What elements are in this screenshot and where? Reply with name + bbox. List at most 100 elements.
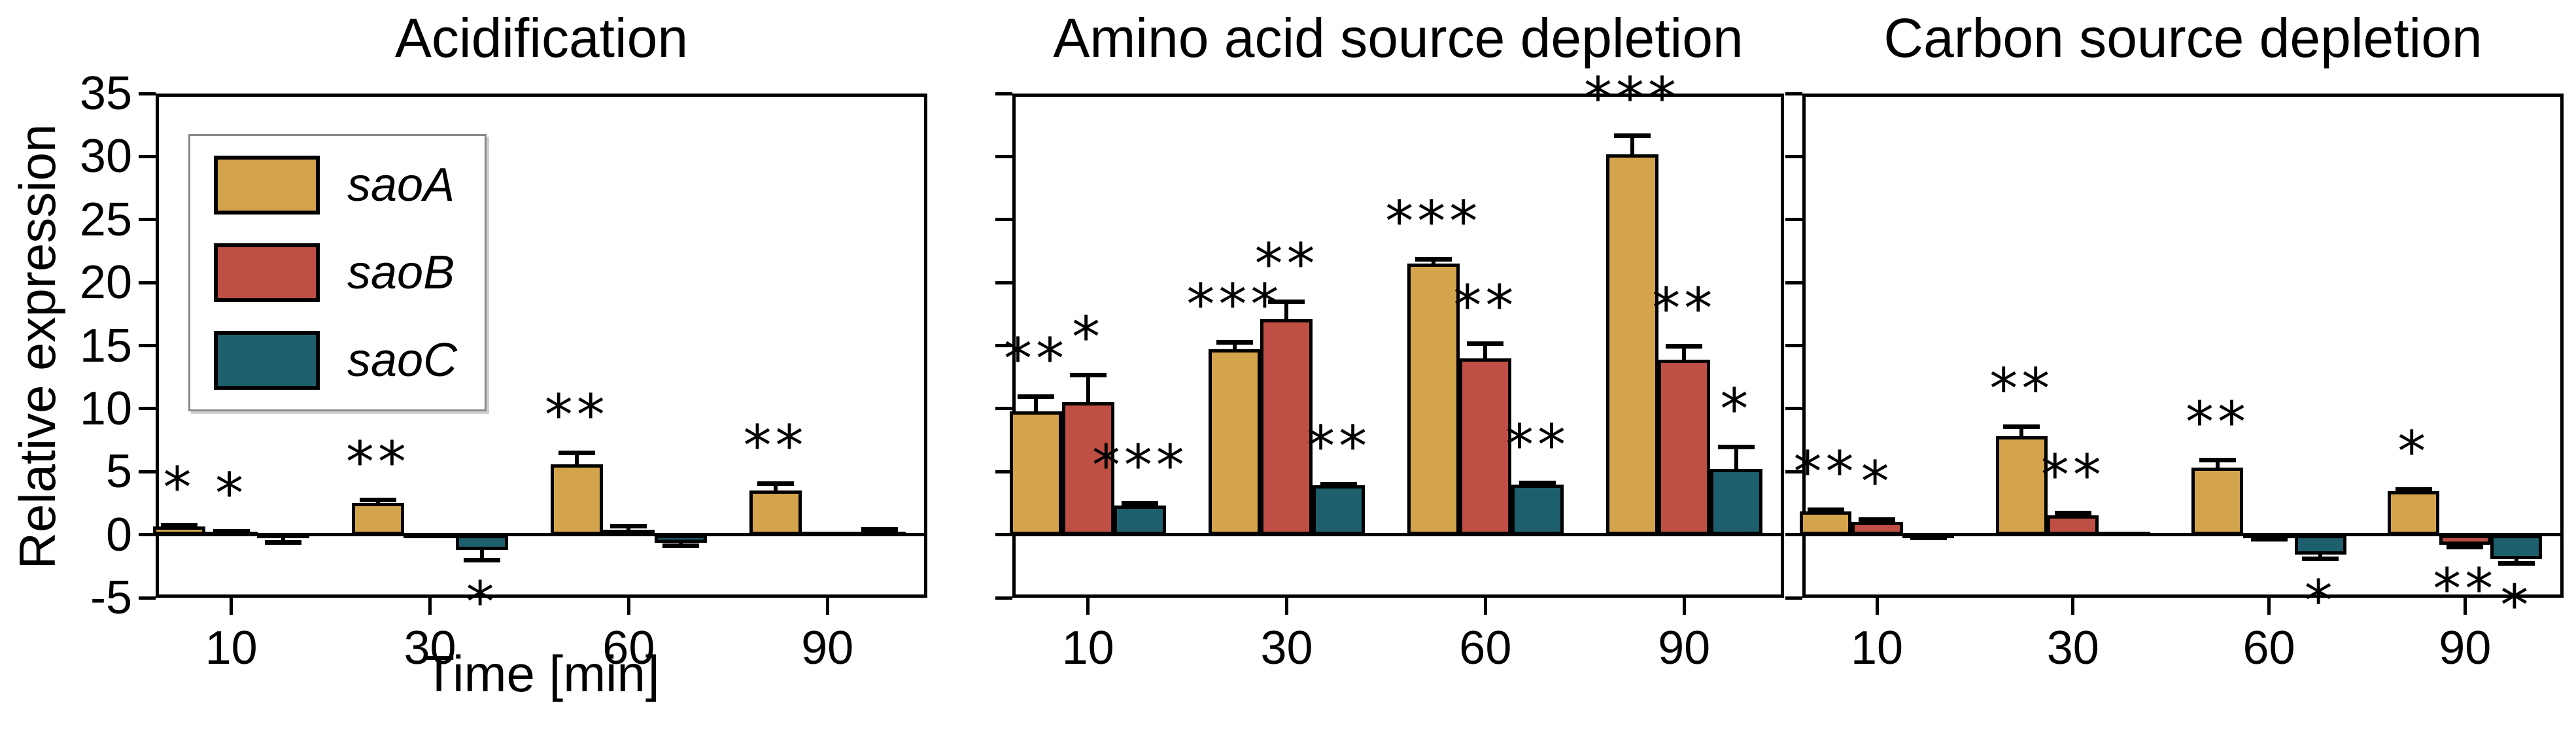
y-tick-label: 30: [79, 130, 132, 183]
y-tick: [995, 596, 1012, 600]
bar-saoA-10: [1009, 411, 1062, 535]
significance-saoB-30: **: [1254, 232, 1319, 298]
y-tick: [139, 154, 156, 158]
errorbar-saoA-30: [1232, 341, 1237, 350]
x-tick: [2071, 598, 2075, 615]
legend-swatch-saoB: [214, 243, 320, 302]
y-tick: [995, 470, 1012, 473]
panel-title-amino-acid-source-depletion: Amino acid source depletion: [1053, 7, 1743, 69]
bar-saoA-90: [1606, 154, 1658, 535]
errorbar-cap-saoC-60: [1519, 480, 1556, 485]
bar-saoB-10: [1061, 402, 1114, 535]
legend-label: saoB: [347, 247, 455, 299]
legend-swatch-saoC: [214, 331, 320, 390]
errorbar-cap-saoA-30: [2003, 424, 2040, 429]
significance-saoA-90: **: [743, 413, 808, 479]
errorbar-cap-saoC-10: [265, 540, 302, 545]
bar-saoB-60: [602, 529, 655, 535]
significance-saoA-10: **: [1793, 439, 1858, 506]
errorbar-cap-saoB-10: [213, 529, 250, 534]
errorbar-cap-saoB-60: [2250, 537, 2288, 542]
x-tick-label: 90: [801, 622, 854, 674]
errorbar-saoA-30: [2019, 426, 2024, 437]
y-tick: [995, 344, 1012, 347]
x-tick-label: 60: [2242, 622, 2295, 674]
errorbar-cap-saoB-30: [1268, 300, 1305, 305]
errorbar-cap-saoA-90: [757, 481, 794, 486]
significance-saoC-60: **: [1505, 412, 1570, 478]
y-tick-label: 15: [79, 319, 132, 372]
bar-saoA-30: [1995, 436, 2048, 535]
y-tick: [995, 92, 1012, 95]
bar-saoA-90: [2388, 491, 2440, 535]
errorbar-cap-saoA-10: [1017, 394, 1054, 399]
errorbar-cap-saoC-30: [464, 558, 501, 563]
significance-saoA-30: **: [1989, 356, 2054, 422]
bar-saoC-60: [2294, 534, 2346, 555]
bar-saoA-90: [749, 490, 802, 535]
errorbar-saoB-90: [1682, 345, 1687, 360]
y-tick: [1785, 533, 1802, 537]
legend: saoA saoB saoC: [188, 134, 487, 411]
bar-saoB-30: [404, 534, 456, 538]
x-tick: [2463, 598, 2467, 615]
significance-saoA-10: *: [163, 455, 196, 521]
significance-saoB-10: *: [1861, 449, 1893, 515]
significance-saoC-10: ***: [1091, 433, 1188, 499]
x-tick-label: 90: [2439, 622, 2492, 674]
bar-saoA-30: [351, 503, 404, 535]
x-tick: [627, 598, 630, 615]
x-tick-label: 30: [2046, 622, 2099, 674]
legend-item-saoA: saoA: [214, 156, 457, 215]
y-tick-label: 20: [79, 256, 132, 309]
bar-saoC-90: [1709, 469, 1762, 535]
significance-saoC-60: *: [2304, 568, 2337, 634]
x-tick: [825, 598, 829, 615]
bar-saoC-90: [2490, 534, 2543, 560]
legend-swatch-saoA: [214, 156, 320, 215]
x-tick: [1086, 598, 1090, 615]
x-tick-label: 60: [1459, 622, 1512, 674]
bar-saoB-90: [2439, 534, 2491, 545]
significance-saoB-10: *: [215, 461, 248, 527]
errorbar-cap-saoC-10: [1910, 536, 1947, 541]
significance-saoA-60: **: [2185, 389, 2250, 455]
errorbar-cap-saoB-60: [1467, 341, 1504, 346]
zero-line-amino-acid-source-depletion: [1012, 533, 1784, 537]
significance-saoC-90: *: [1720, 376, 1753, 442]
bar-saoC-30: [1313, 485, 1365, 535]
x-tick: [230, 598, 233, 615]
errorbar-cap-saoA-30: [359, 497, 396, 502]
plot-frame-carbon-source-depletion: [1802, 94, 2564, 598]
errorbar-cap-saoA-10: [1807, 507, 1844, 513]
bar-saoB-30: [1260, 319, 1313, 535]
significance-saoA-90: *: [2397, 419, 2430, 485]
significance-saoC-90: *: [2500, 572, 2533, 638]
significance-saoA-60: **: [544, 383, 609, 449]
bar-saoB-10: [1851, 522, 1903, 535]
bar-saoB-60: [1459, 358, 1512, 535]
significance-saoB-30: **: [2040, 442, 2105, 508]
significance-saoA-30: **: [345, 429, 410, 495]
bar-saoB-60: [2243, 534, 2295, 538]
errorbar-cap-saoB-30: [2054, 510, 2091, 515]
y-tick: [139, 407, 156, 411]
bar-saoB-30: [2047, 515, 2099, 535]
significance-saoB-90: **: [1652, 275, 1717, 341]
panel-title-acidification: Acidification: [394, 7, 689, 69]
y-tick-label: -5: [90, 572, 132, 624]
x-tick: [1483, 598, 1487, 615]
y-tick: [139, 470, 156, 473]
y-tick: [995, 281, 1012, 284]
errorbar-cap-saoC-90: [861, 526, 898, 532]
y-tick: [139, 533, 156, 537]
significance-saoC-30: **: [1307, 413, 1371, 479]
zero-line-carbon-source-depletion: [1802, 533, 2564, 537]
y-tick: [1785, 596, 1802, 600]
x-tick-label: 10: [205, 622, 258, 674]
errorbar-cap-saoC-60: [662, 543, 699, 548]
significance-saoC-30: *: [466, 570, 498, 636]
y-tick: [139, 92, 156, 95]
significance-saoB-60: **: [1453, 273, 1518, 339]
